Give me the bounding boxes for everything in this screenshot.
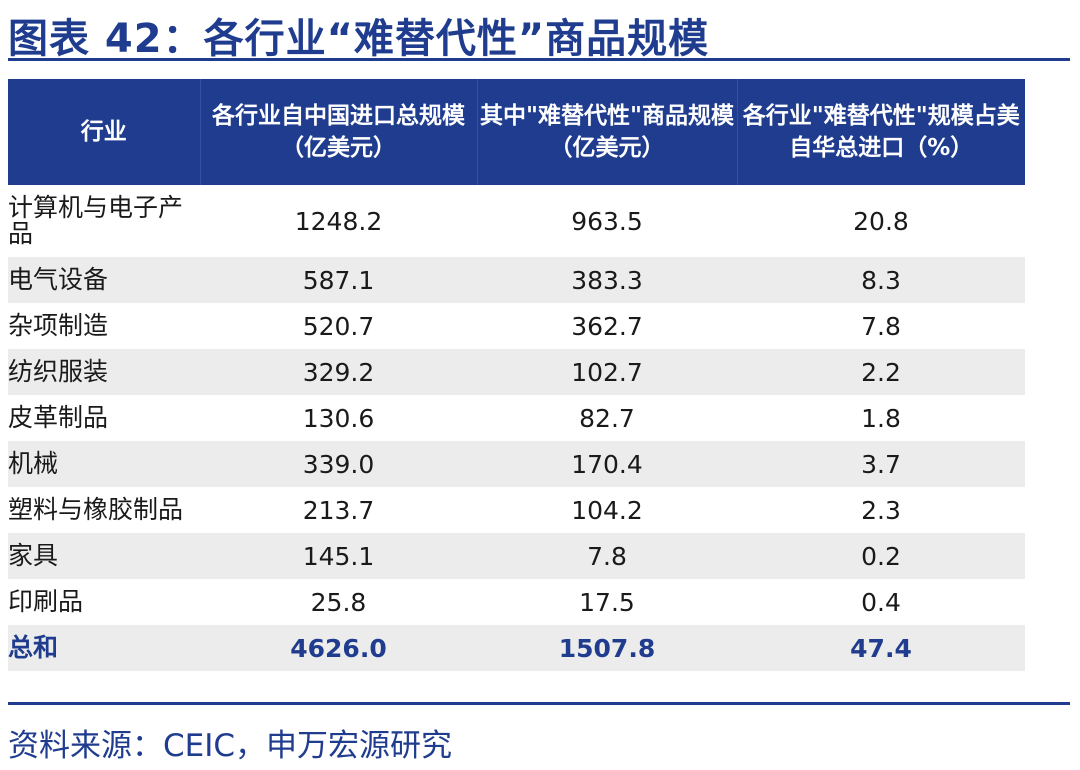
cell-hard: 7.8	[477, 533, 737, 579]
cell-industry: 计算机与电子产品	[8, 193, 184, 248]
cell-share: 47.4	[737, 625, 1025, 671]
total-row: 总和 4626.0 1507.8 47.4	[8, 625, 1025, 671]
cell-hard: 963.5	[571, 206, 643, 236]
cell-total: 329.2	[200, 349, 477, 395]
cell-share: 2.3	[861, 495, 901, 525]
header-total-imports: 各行业自中国进口总规模（亿美元）	[200, 79, 478, 185]
table-row: 计算机与电子产品 1248.2 963.5 20.8	[8, 185, 1025, 257]
cell-hard: 1507.8	[477, 625, 737, 671]
cell-share: 3.7	[737, 441, 1025, 487]
cell-industry: 总和	[8, 625, 200, 671]
cell-share: 1.8	[861, 403, 901, 433]
cell-industry: 家具	[8, 533, 200, 579]
cell-hard: 104.2	[571, 495, 643, 525]
table-row: 杂项制造 520.7 362.7 7.8	[8, 303, 1025, 349]
cell-share: 2.2	[737, 349, 1025, 395]
figure-title: 图表 42：各行业“难替代性”商品规模	[8, 16, 710, 62]
header-row: 行业 各行业自中国进口总规模（亿美元） 其中"难替代性"商品规模（亿美元） 各行…	[8, 79, 1025, 185]
cell-hard: 102.7	[477, 349, 737, 395]
cell-industry: 纺织服装	[8, 349, 200, 395]
cell-share: 8.3	[737, 257, 1025, 303]
cell-industry: 杂项制造	[8, 311, 109, 340]
cell-total: 520.7	[302, 311, 375, 341]
table-row: 电气设备 587.1 383.3 8.3	[8, 257, 1025, 303]
cell-total: 587.1	[200, 257, 477, 303]
cell-industry: 印刷品	[8, 587, 84, 616]
table-row: 纺织服装 329.2 102.7 2.2	[8, 349, 1025, 395]
cell-hard: 170.4	[477, 441, 737, 487]
cell-industry: 机械	[8, 441, 200, 487]
cell-total: 339.0	[200, 441, 477, 487]
cell-total: 130.6	[302, 403, 375, 433]
header-industry: 行业	[8, 79, 201, 185]
cell-total: 213.7	[302, 495, 375, 525]
cell-share: 0.4	[861, 587, 901, 617]
cell-hard: 82.7	[579, 403, 635, 433]
table-row: 塑料与橡胶制品 213.7 104.2 2.3	[8, 487, 1025, 533]
cell-total: 1248.2	[294, 206, 383, 236]
industry-table: 行业 各行业自中国进口总规模（亿美元） 其中"难替代性"商品规模（亿美元） 各行…	[8, 79, 1025, 671]
cell-hard: 362.7	[571, 311, 643, 341]
cell-share: 20.8	[853, 206, 909, 236]
cell-total: 145.1	[200, 533, 477, 579]
top-divider	[8, 58, 1070, 61]
bottom-divider	[8, 702, 1070, 705]
table-row: 皮革制品 130.6 82.7 1.8	[8, 395, 1025, 441]
table-row: 机械 339.0 170.4 3.7	[8, 441, 1025, 487]
cell-industry: 电气设备	[8, 257, 200, 303]
cell-share: 0.2	[737, 533, 1025, 579]
cell-hard: 383.3	[477, 257, 737, 303]
table-row: 印刷品 25.8 17.5 0.4	[8, 579, 1025, 625]
table-row: 家具 145.1 7.8 0.2	[8, 533, 1025, 579]
cell-total: 25.8	[310, 587, 367, 617]
cell-industry: 塑料与橡胶制品	[8, 495, 184, 524]
header-share: 各行业"难替代性"规模占美自华总进口（%）	[737, 79, 1025, 185]
cell-total: 4626.0	[200, 625, 477, 671]
cell-industry: 皮革制品	[8, 403, 109, 432]
cell-hard: 17.5	[579, 587, 635, 617]
cell-share: 7.8	[861, 311, 901, 341]
header-hard-to-replace: 其中"难替代性"商品规模（亿美元）	[477, 79, 738, 185]
source-note: 资料来源：CEIC，申万宏源研究	[8, 728, 453, 764]
